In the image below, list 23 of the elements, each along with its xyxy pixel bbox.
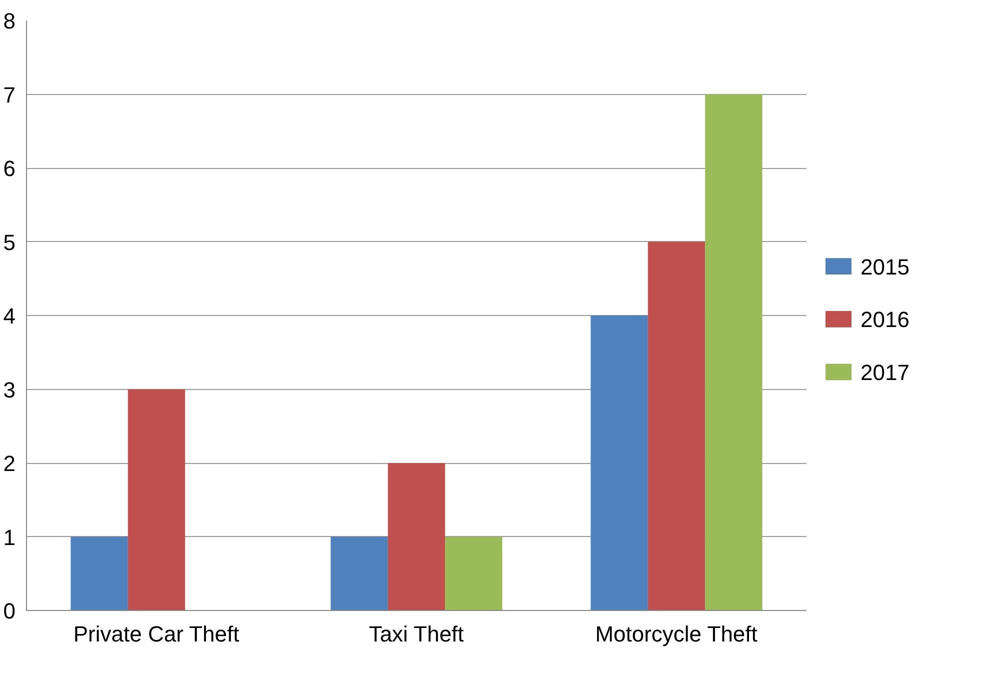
- legend-label: 2015: [860, 254, 910, 280]
- bar: [388, 463, 446, 610]
- y-tick-label: 2: [3, 451, 16, 476]
- y-tick-label: 6: [3, 156, 16, 181]
- bar: [445, 536, 502, 610]
- bar: [330, 536, 388, 610]
- y-tick-label: 5: [3, 230, 16, 255]
- bar: [705, 94, 762, 610]
- bar: [648, 242, 706, 610]
- y-tick-label: 0: [3, 598, 16, 624]
- y-tick-label: 4: [3, 304, 16, 328]
- x-tick-label: Private Car Theft: [73, 622, 240, 646]
- legend-label: 2017: [860, 360, 910, 385]
- x-tick-label: Motorcycle Theft: [595, 622, 758, 646]
- y-tick-label: 7: [3, 82, 16, 108]
- x-tick-label: Taxi Theft: [368, 622, 464, 646]
- y-tick-label: 3: [3, 377, 16, 402]
- bar: [70, 536, 128, 610]
- bar: [128, 389, 186, 610]
- bar: [590, 316, 648, 610]
- y-tick-label: 1: [3, 524, 16, 550]
- y-tick-label: 8: [3, 8, 16, 34]
- legend-label: 2016: [860, 307, 910, 332]
